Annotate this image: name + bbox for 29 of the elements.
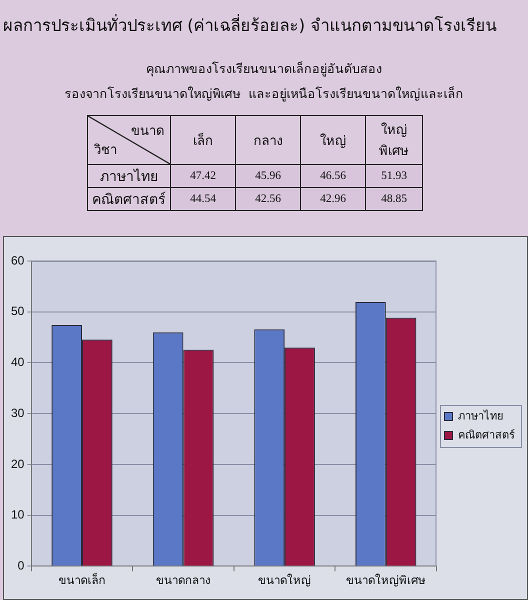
legend-label: คณิตศาสตร์ — [458, 428, 515, 442]
y-tick-label: 30 — [10, 406, 25, 420]
data-label: 46.56 — [320, 170, 346, 182]
chart-subtitle: คุณภาพของโรงเรียนขนาดเล็กอยู่อันดับสอง รองจากโรงเรียนขนาดใหญ่พิเศษ และอยู่เหนือโรงเรียนขนาดใหญ่และเล็ก — [64, 60, 464, 104]
data-label: 42.56 — [255, 193, 281, 205]
data-label: 45.96 — [255, 170, 281, 182]
data-label: 47.42 — [190, 170, 216, 182]
legend-label: ภาษาไทย — [458, 409, 503, 422]
y-tick-label: 20 — [10, 456, 25, 471]
chart-title: ผลการประเมินทั่วประเทศ (ค่าเฉลี่ยร้อยละ) จำแนกตามขนาดโรงเรียน — [3, 13, 498, 37]
y-tick-label: 0 — [18, 558, 25, 573]
y-tick-label: 40 — [10, 355, 25, 370]
x-tick-label: กลาง — [236, 116, 300, 164]
y-axis-title: วิชา — [94, 142, 117, 160]
y-tick-label: 50 — [10, 304, 25, 318]
y-tick-label: 60 — [10, 253, 25, 268]
data-label: 42.96 — [320, 193, 346, 205]
x-tick-label: ขนาดใหญ่พิเศษ — [346, 573, 426, 588]
x-tick-label: ขนาดใหญ่ — [258, 573, 312, 588]
y-tick-label: 10 — [10, 508, 25, 522]
x-tick-label: ขนาดกลาง — [156, 573, 211, 588]
x-axis-title: ขนาด — [131, 123, 164, 141]
data-label: 51.93 — [381, 170, 407, 182]
data-label: 48.85 — [381, 193, 407, 205]
x-tick-label: เล็ก — [170, 116, 236, 164]
x-tick-label: ใหญ่พิเศษ — [366, 116, 422, 164]
x-tick-label: ใหญ่ — [300, 116, 366, 164]
x-tick-label: ขนาดเล็ก — [58, 572, 106, 588]
data-label: 44.54 — [190, 193, 216, 205]
